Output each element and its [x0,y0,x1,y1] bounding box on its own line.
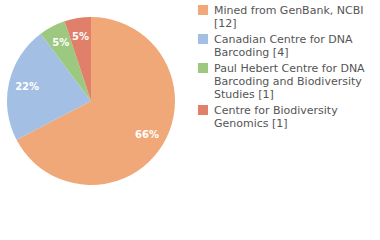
html-text:Centre for Biodiversity Genomi: Centre for Biodiversity Genomics [1] [214,104,338,130]
svg-text:22%: 22% [15,81,39,92]
html-text:Mined from GenBank, NCBI [12]: Mined from GenBank, NCBI [12] [214,4,364,30]
svg-text:5%: 5% [52,37,69,48]
html-text:Canadian Centre for DNA Barcod: Canadian Centre for DNA Barcoding [4] [214,33,353,59]
svg-text:66%: 66% [135,129,159,140]
svg-text:5%: 5% [72,31,89,42]
html-text:Paul Hebert Centre for DNA Bar: Paul Hebert Centre for DNA Barcoding and… [214,62,365,101]
